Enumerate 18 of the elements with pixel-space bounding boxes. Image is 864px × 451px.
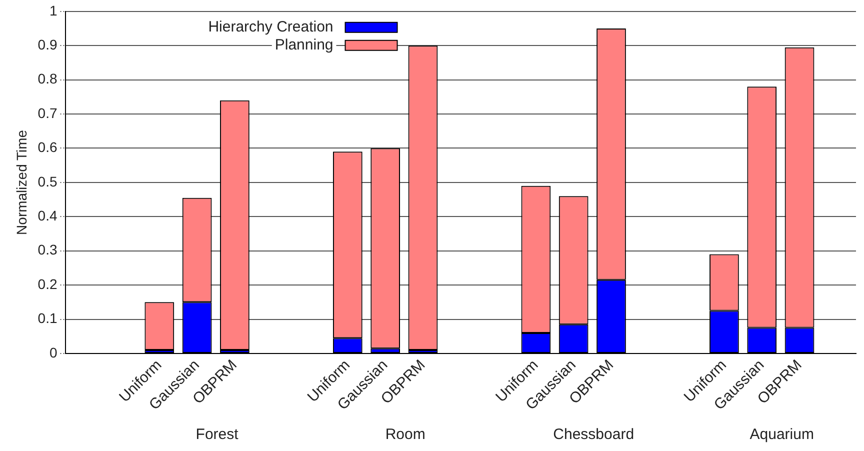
y-tick-label: 1	[49, 2, 58, 18]
y-tick-label: 0.2	[38, 276, 58, 292]
text: Aquarium	[750, 426, 814, 443]
y-tick-label: 0	[49, 344, 58, 360]
y-tick-label: 0.6	[38, 139, 58, 156]
y-tick-label: 0.8	[38, 70, 58, 87]
text: Room	[385, 426, 426, 443]
y-tick-label: 0.5	[38, 173, 58, 190]
y-tick-label: 0.4	[38, 207, 58, 224]
text: Chessboard	[553, 426, 634, 443]
y-tick-label: 0.9	[38, 36, 58, 52]
y-axis-title: Normalized Time	[13, 130, 30, 235]
legend-label: Planning	[274, 36, 334, 54]
legend-label: Hierarchy Creation	[208, 18, 334, 36]
y-tick-label: 0.7	[38, 104, 58, 121]
y-tick-label: 0.3	[38, 242, 58, 258]
text: Forest	[196, 426, 240, 443]
y-tick-label: 0.1	[38, 310, 58, 326]
